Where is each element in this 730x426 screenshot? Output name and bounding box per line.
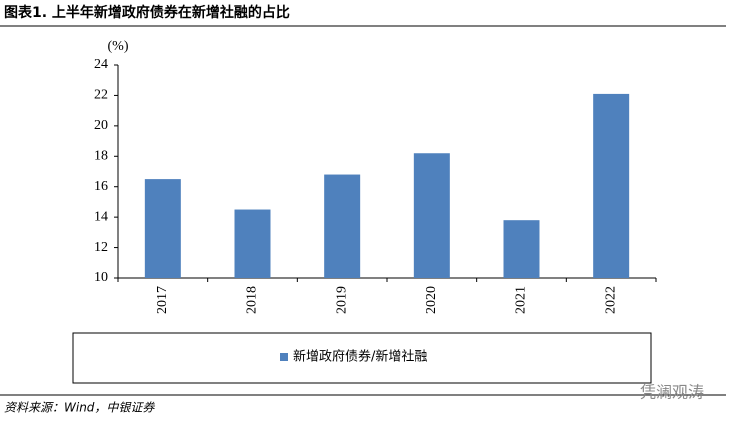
- bar: [144, 179, 181, 278]
- bar: [413, 153, 450, 278]
- source: 资料来源：Wind，中银证券: [4, 401, 155, 415]
- bar: [503, 220, 540, 278]
- x-tick-label: 2022: [603, 286, 618, 314]
- bar: [234, 209, 271, 278]
- y-tick-label: 10: [94, 270, 108, 285]
- y-tick-label: 12: [94, 240, 108, 255]
- bar: [324, 174, 361, 278]
- watermark: 凭澜观涛: [640, 383, 704, 402]
- x-tick-label: 2019: [334, 286, 349, 314]
- y-axis-label: (%): [108, 39, 129, 54]
- y-tick-label: 20: [94, 118, 108, 133]
- legend-box: [72, 332, 652, 384]
- x-tick-label: 2020: [424, 286, 439, 314]
- y-tick-label: 14: [94, 209, 108, 224]
- x-tick-label: 2017: [155, 286, 170, 314]
- legend-label: 新增政府债券/新增社融: [293, 349, 427, 365]
- y-tick-label: 16: [94, 179, 108, 194]
- y-tick-label: 22: [94, 88, 108, 103]
- bar: [593, 93, 630, 279]
- y-tick-label: 18: [94, 149, 108, 164]
- y-tick-label: 24: [94, 57, 108, 72]
- chart-title: 图表1. 上半年新增政府债券在新增社融的占比: [4, 4, 290, 21]
- x-tick-label: 2021: [514, 286, 529, 314]
- x-tick-label: 2018: [245, 286, 260, 314]
- legend-swatch: [280, 353, 288, 361]
